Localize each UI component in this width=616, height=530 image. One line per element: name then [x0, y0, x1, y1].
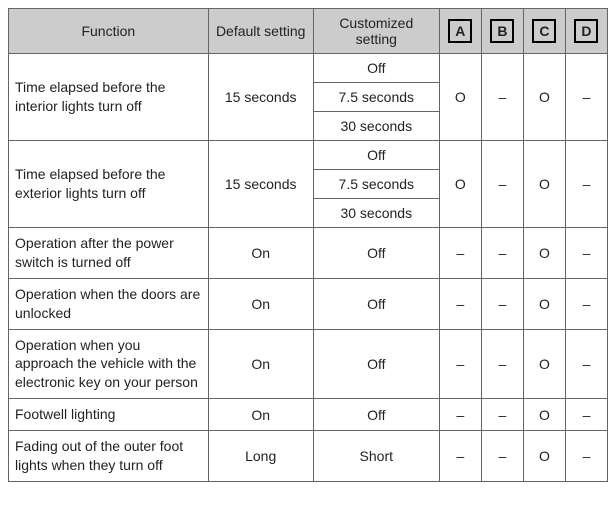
- cell-b: –: [481, 141, 523, 228]
- cell-c: O: [523, 54, 565, 141]
- table-row: Operation when the doors are unlockedOnO…: [9, 278, 608, 329]
- cell-b: –: [481, 399, 523, 431]
- table-body: Time elapsed before the interior lights …: [9, 54, 608, 482]
- cell-customized: Off: [313, 228, 439, 279]
- cell-a: O: [439, 141, 481, 228]
- cell-b: –: [481, 278, 523, 329]
- cell-a: –: [439, 228, 481, 279]
- cell-customized: Off: [313, 399, 439, 431]
- cell-default: 15 seconds: [208, 54, 313, 141]
- cell-d: –: [565, 141, 607, 228]
- cell-function: Fading out of the outer foot lights when…: [9, 431, 209, 482]
- cell-function: Operation when you approach the vehicle …: [9, 329, 209, 399]
- header-customized: Customized setting: [313, 9, 439, 54]
- cell-a: –: [439, 399, 481, 431]
- cell-d: –: [565, 399, 607, 431]
- cell-customized: 7.5 seconds: [313, 83, 439, 112]
- table-row: Fading out of the outer foot lights when…: [9, 431, 608, 482]
- cell-customized: 7.5 seconds: [313, 170, 439, 199]
- cell-c: O: [523, 329, 565, 399]
- cell-a: O: [439, 54, 481, 141]
- cell-c: O: [523, 278, 565, 329]
- box-a: A: [448, 19, 472, 43]
- cell-d: –: [565, 329, 607, 399]
- cell-customized: Off: [313, 329, 439, 399]
- header-b: B: [481, 9, 523, 54]
- cell-c: O: [523, 141, 565, 228]
- cell-default: On: [208, 329, 313, 399]
- cell-customized: 30 seconds: [313, 199, 439, 228]
- cell-d: –: [565, 54, 607, 141]
- header-function: Function: [9, 9, 209, 54]
- cell-a: –: [439, 431, 481, 482]
- cell-function: Footwell lighting: [9, 399, 209, 431]
- cell-d: –: [565, 278, 607, 329]
- cell-function: Operation when the doors are unlocked: [9, 278, 209, 329]
- cell-c: O: [523, 228, 565, 279]
- cell-b: –: [481, 431, 523, 482]
- cell-c: O: [523, 399, 565, 431]
- cell-d: –: [565, 228, 607, 279]
- cell-customized: Off: [313, 54, 439, 83]
- cell-customized: Off: [313, 141, 439, 170]
- cell-customized: Off: [313, 278, 439, 329]
- cell-c: O: [523, 431, 565, 482]
- cell-function: Time elapsed before the interior lights …: [9, 54, 209, 141]
- table-row: Time elapsed before the exterior lights …: [9, 141, 608, 170]
- cell-default: 15 seconds: [208, 141, 313, 228]
- header-default: Default setting: [208, 9, 313, 54]
- header-row: Function Default setting Customized sett…: [9, 9, 608, 54]
- settings-table: Function Default setting Customized sett…: [8, 8, 608, 482]
- cell-function: Time elapsed before the exterior lights …: [9, 141, 209, 228]
- cell-default: On: [208, 399, 313, 431]
- cell-default: Long: [208, 431, 313, 482]
- cell-d: –: [565, 431, 607, 482]
- header-a: A: [439, 9, 481, 54]
- cell-a: –: [439, 278, 481, 329]
- cell-a: –: [439, 329, 481, 399]
- cell-default: On: [208, 278, 313, 329]
- cell-customized: Short: [313, 431, 439, 482]
- box-d: D: [574, 19, 598, 43]
- box-c: C: [532, 19, 556, 43]
- box-b: B: [490, 19, 514, 43]
- table-row: Footwell lightingOnOff––O–: [9, 399, 608, 431]
- cell-function: Operation after the power switch is turn…: [9, 228, 209, 279]
- table-row: Operation after the power switch is turn…: [9, 228, 608, 279]
- cell-b: –: [481, 329, 523, 399]
- table-row: Time elapsed before the interior lights …: [9, 54, 608, 83]
- table-row: Operation when you approach the vehicle …: [9, 329, 608, 399]
- cell-b: –: [481, 228, 523, 279]
- header-c: C: [523, 9, 565, 54]
- cell-b: –: [481, 54, 523, 141]
- header-d: D: [565, 9, 607, 54]
- cell-default: On: [208, 228, 313, 279]
- cell-customized: 30 seconds: [313, 112, 439, 141]
